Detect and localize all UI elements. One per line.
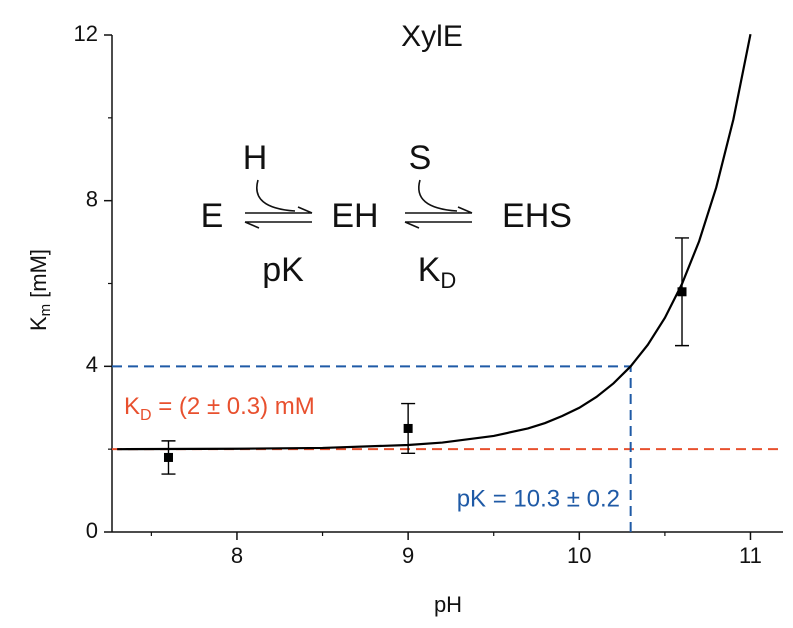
x-tick-label: 11	[739, 543, 762, 568]
y-tick-label: 8	[86, 186, 98, 211]
forward-arrow	[245, 206, 313, 214]
y-tick-label: 0	[86, 518, 98, 543]
y-label-unit: [mM]	[26, 249, 51, 298]
y-label-sub: m	[37, 304, 54, 317]
scheme-s: S	[409, 139, 432, 177]
kd-annotation-main: K	[124, 393, 140, 420]
y-label-main: K	[26, 316, 51, 331]
scheme-kd: KD	[418, 251, 457, 293]
scheme-eh: EH	[331, 197, 378, 235]
scheme: H S E EH EHS pK KD	[201, 139, 572, 293]
chart-title: XylE	[401, 20, 463, 53]
backward-arrow	[244, 221, 312, 229]
scheme-e: E	[201, 197, 224, 235]
equilibrium-arrows	[244, 179, 473, 229]
data-point	[403, 423, 413, 433]
y-tick-label: 4	[86, 352, 98, 377]
scheme-h: H	[243, 139, 268, 177]
scheme-pk: pK	[262, 251, 304, 289]
fit-curve	[117, 33, 752, 451]
x-axis-label: pH	[434, 592, 462, 617]
x-tick-label: 8	[231, 543, 243, 568]
backward-arrow-2	[404, 221, 472, 229]
scheme-kd-main: K	[418, 251, 441, 289]
x-tick-label: 10	[567, 543, 591, 568]
kd-annotation: KD = (2 ± 0.3) mM	[124, 393, 315, 424]
scheme-kd-sub: D	[440, 268, 456, 293]
forward-arrow-2	[405, 206, 473, 214]
scheme-ehs: EHS	[502, 197, 572, 235]
pk-annotation: pK = 10.3 ± 0.2	[457, 485, 620, 512]
s-curved-arrow	[418, 179, 458, 212]
kd-annotation-rest: = (2 ± 0.3) mM	[152, 393, 315, 420]
data-point	[163, 452, 173, 462]
y-axis-label: Km [mM]	[26, 249, 54, 331]
h-curved-arrow	[256, 179, 296, 212]
data-point	[677, 287, 687, 297]
y-tick-label: 12	[74, 21, 98, 46]
x-tick-label: 9	[402, 543, 414, 568]
kd-annotation-sub: D	[140, 407, 152, 424]
